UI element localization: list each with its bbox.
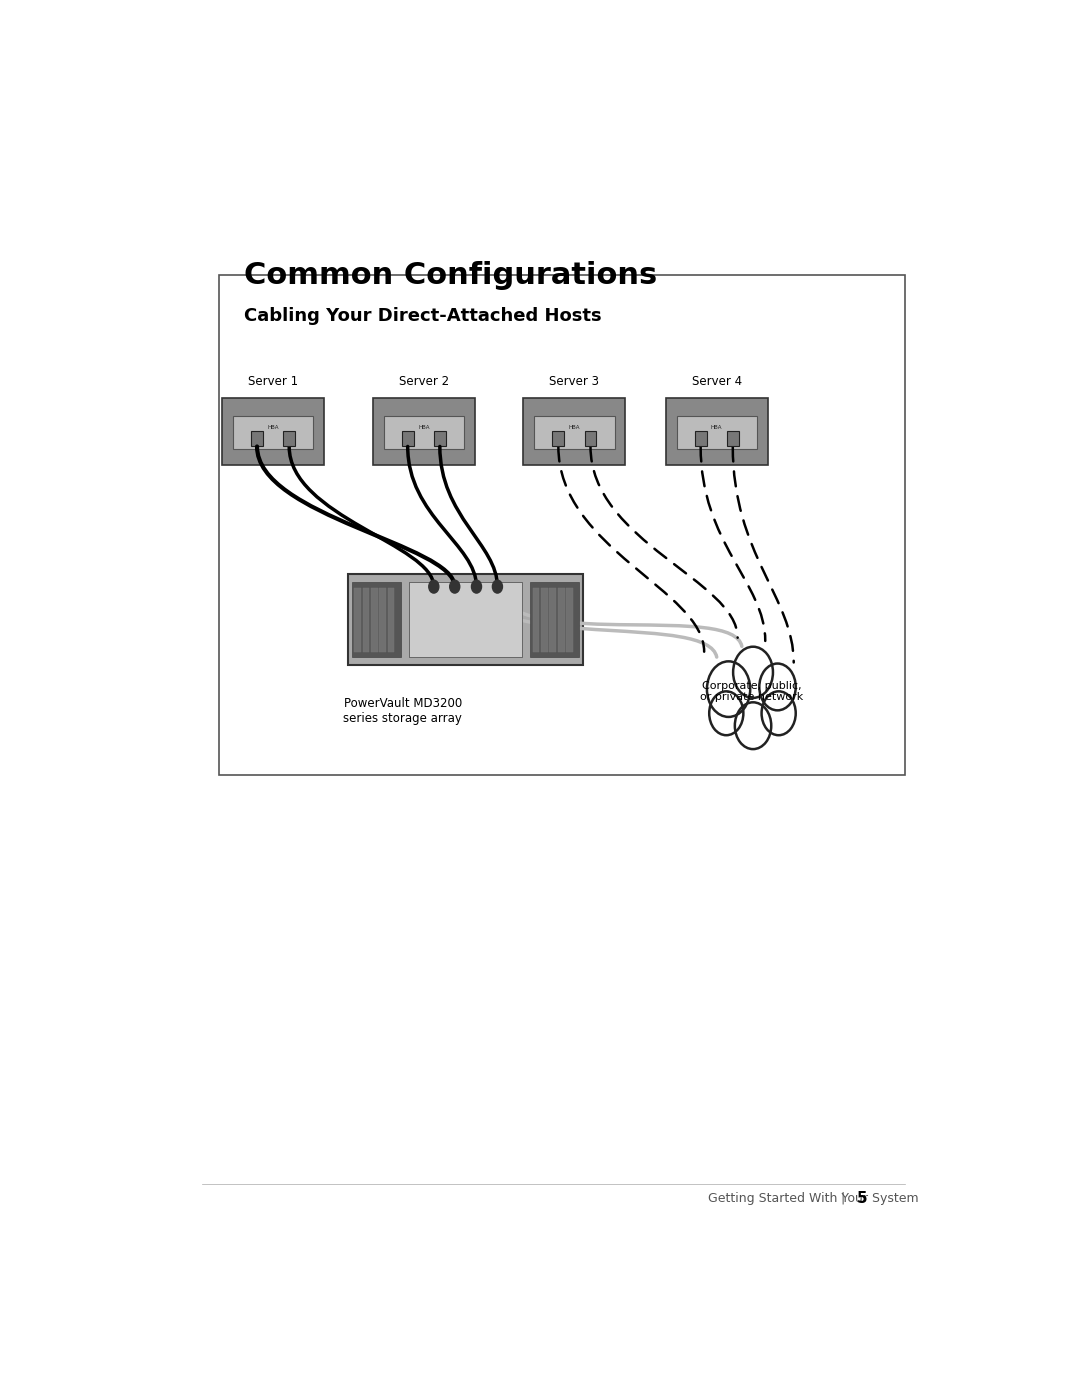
Text: |: |	[840, 1192, 845, 1204]
FancyBboxPatch shape	[584, 432, 596, 447]
Text: Server 4: Server 4	[691, 376, 742, 388]
FancyBboxPatch shape	[388, 588, 394, 652]
FancyBboxPatch shape	[524, 398, 625, 465]
FancyBboxPatch shape	[402, 432, 414, 447]
FancyBboxPatch shape	[727, 432, 739, 447]
Circle shape	[734, 703, 771, 749]
FancyBboxPatch shape	[553, 432, 564, 447]
Text: Server 1: Server 1	[248, 376, 298, 388]
FancyBboxPatch shape	[532, 588, 539, 652]
FancyBboxPatch shape	[283, 432, 295, 447]
FancyBboxPatch shape	[530, 583, 580, 657]
Text: HBA: HBA	[569, 425, 580, 430]
Text: Server 2: Server 2	[399, 376, 449, 388]
FancyBboxPatch shape	[665, 398, 768, 465]
FancyBboxPatch shape	[434, 432, 446, 447]
Circle shape	[710, 692, 743, 735]
FancyBboxPatch shape	[550, 588, 556, 652]
FancyBboxPatch shape	[558, 588, 565, 652]
Text: PowerVault MD3200
series storage array: PowerVault MD3200 series storage array	[343, 697, 462, 725]
FancyBboxPatch shape	[352, 583, 401, 657]
Text: 5: 5	[856, 1190, 867, 1206]
FancyBboxPatch shape	[373, 398, 475, 465]
FancyBboxPatch shape	[233, 416, 313, 448]
FancyBboxPatch shape	[676, 416, 757, 448]
Text: Getting Started With Your System: Getting Started With Your System	[708, 1192, 919, 1204]
Text: Server 3: Server 3	[550, 376, 599, 388]
Text: HBA: HBA	[268, 425, 279, 430]
FancyBboxPatch shape	[383, 416, 464, 448]
Circle shape	[759, 664, 796, 710]
FancyBboxPatch shape	[372, 588, 378, 652]
FancyBboxPatch shape	[541, 588, 548, 652]
FancyBboxPatch shape	[535, 416, 615, 448]
FancyBboxPatch shape	[379, 588, 387, 652]
FancyBboxPatch shape	[694, 432, 706, 447]
Text: HBA: HBA	[418, 425, 430, 430]
FancyBboxPatch shape	[349, 574, 583, 665]
Circle shape	[761, 692, 796, 735]
FancyBboxPatch shape	[218, 275, 905, 775]
Text: Cabling Your Direct-Attached Hosts: Cabling Your Direct-Attached Hosts	[244, 307, 602, 326]
Circle shape	[733, 647, 773, 698]
Circle shape	[472, 580, 482, 594]
Circle shape	[429, 580, 438, 594]
Text: HBA: HBA	[711, 425, 723, 430]
FancyBboxPatch shape	[252, 432, 262, 447]
FancyBboxPatch shape	[222, 398, 324, 465]
Circle shape	[449, 580, 460, 594]
Circle shape	[734, 679, 766, 721]
Text: Common Configurations: Common Configurations	[244, 261, 657, 289]
FancyBboxPatch shape	[363, 588, 369, 652]
FancyBboxPatch shape	[566, 588, 572, 652]
Circle shape	[707, 661, 751, 717]
FancyBboxPatch shape	[354, 588, 361, 652]
Text: Corporate, public,
or private network: Corporate, public, or private network	[700, 680, 804, 703]
Circle shape	[492, 580, 502, 594]
FancyBboxPatch shape	[409, 583, 522, 657]
